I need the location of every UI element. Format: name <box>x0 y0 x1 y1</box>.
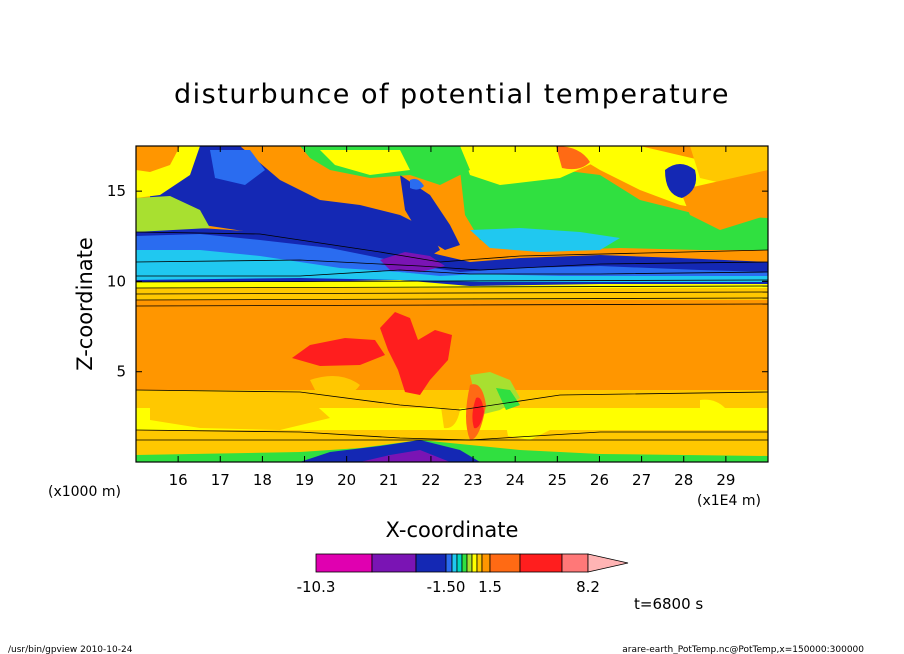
y-scale-label: (x1000 m) <box>48 484 121 500</box>
x-tick-label: 27 <box>632 471 651 489</box>
colorbar-swatch <box>371 553 417 573</box>
colorbar-swatch <box>466 553 473 573</box>
footer-right: arare-earth_PotTemp.nc@PotTemp,x=150000:… <box>622 645 864 654</box>
colorbar-label-mid-right: 1.5 <box>478 578 502 596</box>
colorbar-swatch <box>451 553 458 573</box>
colorbar-swatch <box>481 553 491 573</box>
y-tick-label: 5 <box>116 363 126 381</box>
x-tick-label: 23 <box>464 471 483 489</box>
y-axis: 5 10 15 <box>107 182 768 381</box>
colorbar-swatch <box>561 553 589 573</box>
x-tick-label: 19 <box>295 471 314 489</box>
plot-area <box>136 146 768 462</box>
time-label: t=6800 s <box>634 595 703 613</box>
x-tick-label: 21 <box>379 471 398 489</box>
y-axis-label: Z-coordinate <box>73 237 97 371</box>
x-axis: 16 17 18 19 20 21 22 23 24 25 26 27 28 29 <box>169 146 735 489</box>
colorbar-swatch <box>489 553 521 573</box>
colorbar-swatch <box>456 553 463 573</box>
colorbar-swatch <box>461 553 468 573</box>
x-tick-label: 20 <box>337 471 356 489</box>
x-tick-label: 26 <box>590 471 609 489</box>
colorbar-arrow <box>587 553 629 573</box>
x-tick-label: 24 <box>506 471 525 489</box>
colorbar-swatch <box>445 553 453 573</box>
colorbar-swatch <box>315 553 373 573</box>
x-tick-label: 16 <box>169 471 188 489</box>
footer-left: /usr/bin/gpview 2010-10-24 <box>8 645 133 654</box>
colorbar <box>315 553 629 573</box>
x-scale-label: (x1E4 m) <box>697 493 761 509</box>
colorbar-label-right: 8.2 <box>576 578 600 596</box>
plot-frame <box>135 145 769 463</box>
colorbar-swatch <box>415 553 447 573</box>
colorbar-label-mid-left: -1.50 <box>427 578 466 596</box>
x-tick-label: 28 <box>674 471 693 489</box>
x-tick-label: 25 <box>548 471 567 489</box>
colorbar-swatch <box>476 553 483 573</box>
x-tick-label: 17 <box>211 471 230 489</box>
x-tick-label: 18 <box>253 471 272 489</box>
x-tick-label: 22 <box>421 471 440 489</box>
colorbar-swatch <box>519 553 563 573</box>
colorbar-label-left: -10.3 <box>297 578 336 596</box>
y-tick-label: 10 <box>107 272 126 290</box>
x-tick-label: 29 <box>716 471 735 489</box>
y-tick-label: 15 <box>107 182 126 200</box>
colorbar-swatch <box>471 553 478 573</box>
chart-title: disturbunce of potential temperature <box>174 79 730 110</box>
x-axis-label: X-coordinate <box>386 518 519 542</box>
